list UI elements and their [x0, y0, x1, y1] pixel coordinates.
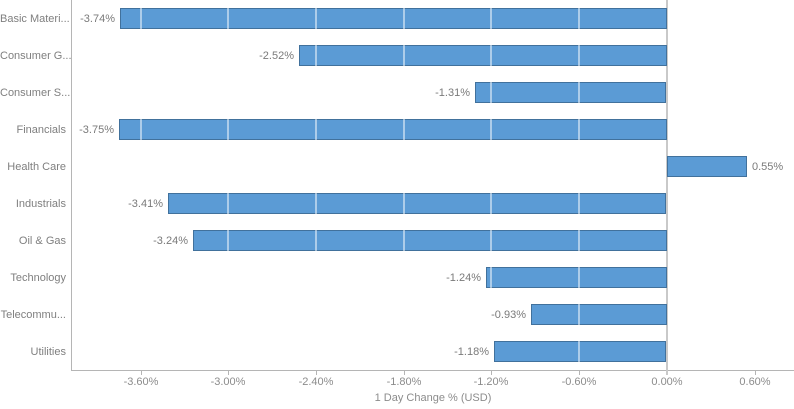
- category-label: Consumer S...: [0, 87, 71, 99]
- x-axis-title: 1 Day Change % (USD): [374, 392, 492, 404]
- gridline: [578, 0, 580, 370]
- tick-mark: [579, 370, 580, 375]
- bar[interactable]: [531, 304, 667, 325]
- gridline: [227, 0, 229, 370]
- value-label: -1.24%: [446, 272, 481, 284]
- tick-mark: [228, 370, 229, 375]
- x-tick-label: -3.00%: [210, 376, 246, 388]
- value-label: -3.74%: [80, 13, 115, 25]
- category-label: Oil & Gas: [18, 235, 66, 247]
- bar[interactable]: [494, 341, 666, 362]
- bar[interactable]: [168, 193, 666, 214]
- gridline: [490, 0, 492, 370]
- bar[interactable]: [119, 119, 667, 140]
- x-tick-label: -2.40%: [298, 376, 334, 388]
- category-label: Industrials: [15, 198, 66, 210]
- value-label: -3.41%: [128, 198, 163, 210]
- category-label: Health Care: [7, 161, 66, 173]
- x-tick-label: -3.60%: [123, 376, 159, 388]
- bar[interactable]: [486, 267, 667, 288]
- category-label: Financials: [16, 124, 66, 136]
- category-label: Basic Materi...: [0, 13, 70, 25]
- x-tick-label: -0.60%: [561, 376, 597, 388]
- x-axis-line: [72, 370, 794, 371]
- gridline: [315, 0, 317, 370]
- tick-mark: [404, 370, 405, 375]
- category-label: Utilities: [30, 346, 66, 358]
- tick-mark: [141, 370, 142, 375]
- gridline: [140, 0, 142, 370]
- tick-mark: [755, 370, 756, 375]
- y-axis-line: [71, 0, 72, 371]
- bar[interactable]: [193, 230, 667, 251]
- value-label: -3.24%: [153, 235, 188, 247]
- category-label: Consumer G...: [0, 50, 72, 62]
- bar[interactable]: [667, 156, 747, 177]
- value-label: 0.55%: [752, 161, 784, 173]
- x-tick-label: -1.20%: [473, 376, 509, 388]
- bar[interactable]: [120, 8, 667, 29]
- value-label: -2.52%: [259, 50, 294, 62]
- gridline: [754, 0, 756, 370]
- zero-line: [666, 0, 668, 375]
- tick-mark: [316, 370, 317, 375]
- tick-mark: [491, 370, 492, 375]
- category-label: Technology: [10, 272, 66, 284]
- bar[interactable]: [299, 45, 667, 66]
- value-label: -0.93%: [491, 309, 526, 321]
- gridline: [403, 0, 405, 370]
- x-tick-label: 0.60%: [739, 376, 771, 388]
- value-label: -1.18%: [454, 346, 489, 358]
- x-tick-label: 0.00%: [651, 376, 683, 388]
- value-label: -3.75%: [79, 124, 114, 136]
- bar[interactable]: [475, 82, 666, 103]
- value-label: -1.31%: [435, 87, 470, 99]
- category-label: Telecommu...: [0, 309, 66, 321]
- x-tick-label: -1.80%: [386, 376, 422, 388]
